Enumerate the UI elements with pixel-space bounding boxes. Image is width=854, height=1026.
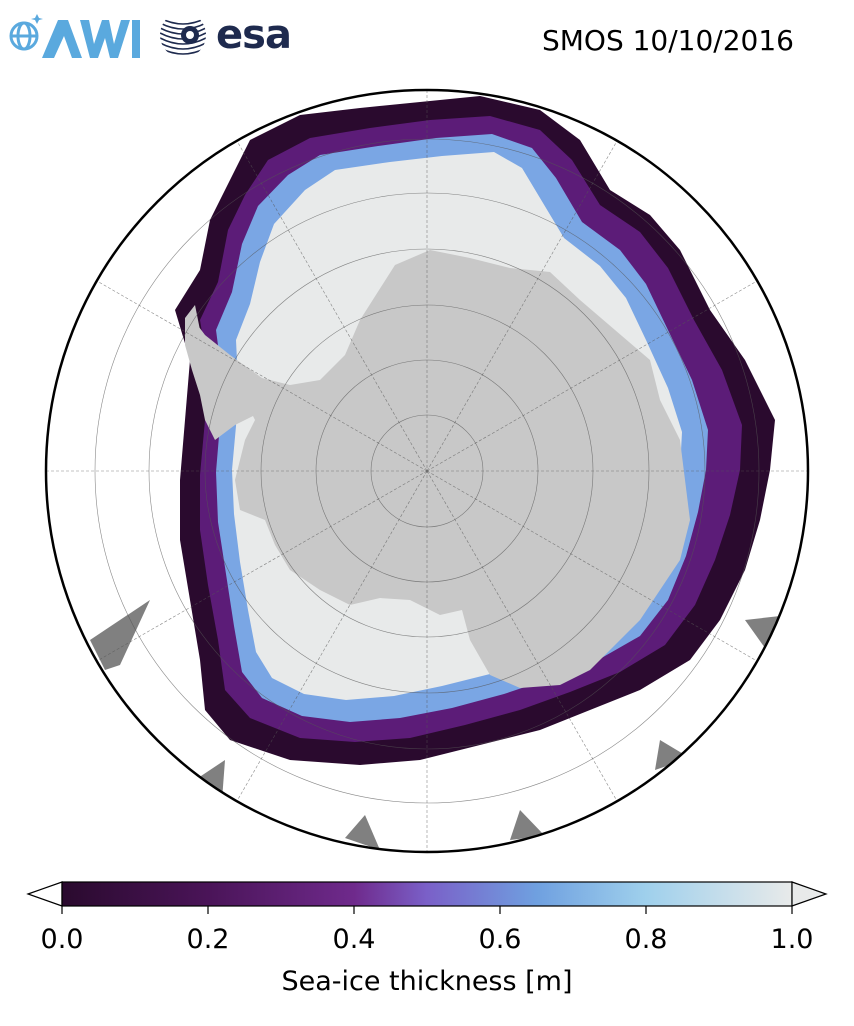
no-data-wedge [345, 815, 380, 850]
colorbar-label: Sea-ice thickness [m] [281, 966, 573, 997]
no-data-wedge [510, 810, 545, 840]
colorbar-tick-label: 0.4 [332, 924, 376, 955]
no-data-wedge [745, 616, 780, 648]
colorbar-graphic [26, 881, 828, 914]
colorbar-gradient [61, 881, 793, 907]
colorbar-tick-label: 0.8 [624, 924, 668, 955]
colorbar-tick-label: 0.6 [478, 924, 522, 955]
no-data-wedge [90, 600, 150, 670]
colorbar-tick-label: 0.0 [40, 924, 84, 955]
sea-ice-map [44, 88, 810, 854]
meridians [46, 90, 808, 852]
colorbar-min-extend [26, 881, 63, 907]
awi-logo [9, 14, 140, 58]
no-data-wedge [655, 740, 690, 770]
header: esa SMOS 10/10/2016 [0, 0, 854, 80]
colorbar-tick-label: 0.2 [186, 924, 230, 955]
map-title: SMOS 10/10/2016 [541, 24, 794, 57]
colorbar-max-extend [791, 881, 828, 907]
colorbar: 0.0 0.2 0.4 0.6 0.8 1.0 Sea-ice thickness [m] [0, 870, 854, 1026]
colorbar-tick-label: 1.0 [770, 924, 814, 955]
antarctica-land [185, 250, 690, 688]
esa-wordmark: esa [216, 12, 292, 58]
antarctic-peninsula [185, 305, 300, 440]
esa-logo: esa [158, 10, 303, 60]
map-boundary [44, 88, 810, 854]
